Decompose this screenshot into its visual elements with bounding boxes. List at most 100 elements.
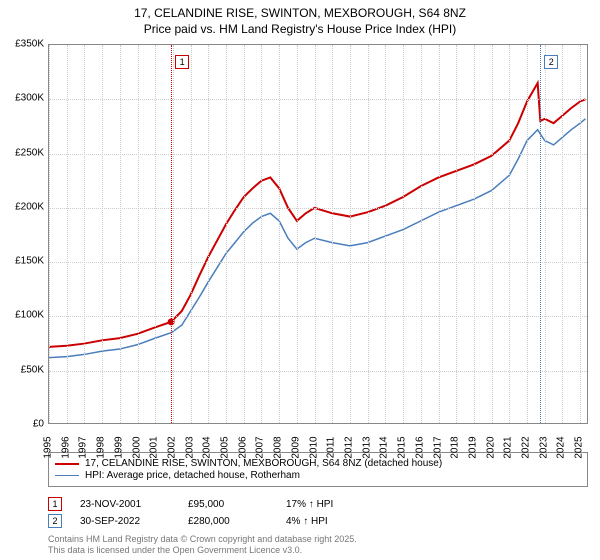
x-axis-label: 1995 <box>43 436 54 458</box>
events-table: 1 23-NOV-2001 £95,000 17% ↑ HPI 2 30-SEP… <box>48 494 588 531</box>
event-badge: 2 <box>48 514 62 528</box>
x-axis-label: 2013 <box>361 436 372 458</box>
series-line-hpi <box>49 119 585 358</box>
gridline-v <box>49 45 50 423</box>
x-axis-label: 2022 <box>521 436 532 458</box>
gridline-v <box>155 45 156 423</box>
x-axis-label: 2014 <box>379 436 390 458</box>
footer-line: This data is licensed under the Open Gov… <box>48 545 357 556</box>
x-axis-label: 2005 <box>220 436 231 458</box>
gridline-v <box>138 45 139 423</box>
gridline-v <box>67 45 68 423</box>
y-axis-label: £150K <box>15 256 44 267</box>
x-axis-label: 1999 <box>113 436 124 458</box>
marker-badge: 2 <box>544 55 558 69</box>
x-axis-label: 2019 <box>467 436 478 458</box>
gridline-v <box>191 45 192 423</box>
legend-swatch <box>55 463 79 465</box>
title-line-2: Price paid vs. HM Land Registry's House … <box>0 22 600 38</box>
y-axis-label: £200K <box>15 201 44 212</box>
x-axis-label: 2010 <box>308 436 319 458</box>
gridline-h <box>49 316 587 317</box>
gridline-h <box>49 154 587 155</box>
title-line-1: 17, CELANDINE RISE, SWINTON, MEXBOROUGH,… <box>0 6 600 22</box>
gridline-v <box>439 45 440 423</box>
x-axis-label: 2002 <box>166 436 177 458</box>
gridline-v <box>244 45 245 423</box>
x-axis-label: 2021 <box>503 436 514 458</box>
x-axis-label: 2016 <box>414 436 425 458</box>
gridline-v <box>84 45 85 423</box>
y-axis-label: £250K <box>15 147 44 158</box>
x-axis-label: 2017 <box>432 436 443 458</box>
x-axis-label: 1997 <box>78 436 89 458</box>
x-axis-label: 2000 <box>131 436 142 458</box>
event-row: 1 23-NOV-2001 £95,000 17% ↑ HPI <box>48 497 588 511</box>
x-axis-label: 2018 <box>450 436 461 458</box>
y-axis-label: £300K <box>15 93 44 104</box>
marker-badge: 1 <box>175 55 189 69</box>
gridline-v <box>350 45 351 423</box>
x-axis-label: 2004 <box>202 436 213 458</box>
y-axis-label: £0 <box>33 419 44 430</box>
gridline-v <box>385 45 386 423</box>
x-axis-label: 2003 <box>184 436 195 458</box>
legend-label: 17, CELANDINE RISE, SWINTON, MEXBOROUGH,… <box>85 458 442 469</box>
legend-item: 17, CELANDINE RISE, SWINTON, MEXBOROUGH,… <box>55 458 581 469</box>
x-axis-label: 1996 <box>60 436 71 458</box>
x-axis-label: 2024 <box>556 436 567 458</box>
marker-line <box>171 45 172 423</box>
gridline-v <box>421 45 422 423</box>
gridline-v <box>492 45 493 423</box>
legend-item: HPI: Average price, detached house, Roth… <box>55 470 581 481</box>
x-axis-label: 2011 <box>326 437 337 459</box>
event-row: 2 30-SEP-2022 £280,000 4% ↑ HPI <box>48 514 588 528</box>
gridline-v <box>580 45 581 423</box>
series-line-price_paid <box>49 83 585 347</box>
y-axis-label: £50K <box>21 364 44 375</box>
event-price: £280,000 <box>188 516 268 527</box>
gridline-v <box>261 45 262 423</box>
event-date: 30-SEP-2022 <box>80 516 170 527</box>
chart-container: 17, CELANDINE RISE, SWINTON, MEXBOROUGH,… <box>0 0 600 560</box>
gridline-v <box>279 45 280 423</box>
gridline-h <box>49 262 587 263</box>
x-axis-label: 2012 <box>343 436 354 458</box>
event-price: £95,000 <box>188 499 268 510</box>
event-delta: 17% ↑ HPI <box>286 499 333 510</box>
gridline-h <box>49 371 587 372</box>
x-axis-label: 2009 <box>290 436 301 458</box>
line-series-svg <box>49 45 589 425</box>
gridline-h <box>49 208 587 209</box>
y-axis-label: £350K <box>15 39 44 50</box>
marker-line <box>540 45 541 423</box>
gridline-v <box>403 45 404 423</box>
gridline-v <box>120 45 121 423</box>
x-axis-label: 2006 <box>237 436 248 458</box>
event-badge: 1 <box>48 497 62 511</box>
x-axis-label: 2025 <box>574 436 585 458</box>
title-block: 17, CELANDINE RISE, SWINTON, MEXBOROUGH,… <box>0 0 600 41</box>
gridline-v <box>173 45 174 423</box>
plot-area: 12 <box>48 44 588 424</box>
x-axis-label: 2020 <box>485 436 496 458</box>
y-axis-label: £100K <box>15 310 44 321</box>
gridline-v <box>545 45 546 423</box>
legend-label: HPI: Average price, detached house, Roth… <box>85 470 300 481</box>
gridline-v <box>297 45 298 423</box>
event-date: 23-NOV-2001 <box>80 499 170 510</box>
gridline-v <box>226 45 227 423</box>
gridline-h <box>49 99 587 100</box>
gridline-v <box>456 45 457 423</box>
gridline-v <box>315 45 316 423</box>
event-delta: 4% ↑ HPI <box>286 516 328 527</box>
gridline-v <box>208 45 209 423</box>
x-axis-label: 2008 <box>273 436 284 458</box>
x-axis-label: 2015 <box>397 436 408 458</box>
x-axis-label: 2023 <box>538 436 549 458</box>
x-axis-label: 1998 <box>96 436 107 458</box>
gridline-v <box>102 45 103 423</box>
gridline-v <box>368 45 369 423</box>
footer-line: Contains HM Land Registry data © Crown c… <box>48 534 357 545</box>
x-axis-label: 2007 <box>255 436 266 458</box>
